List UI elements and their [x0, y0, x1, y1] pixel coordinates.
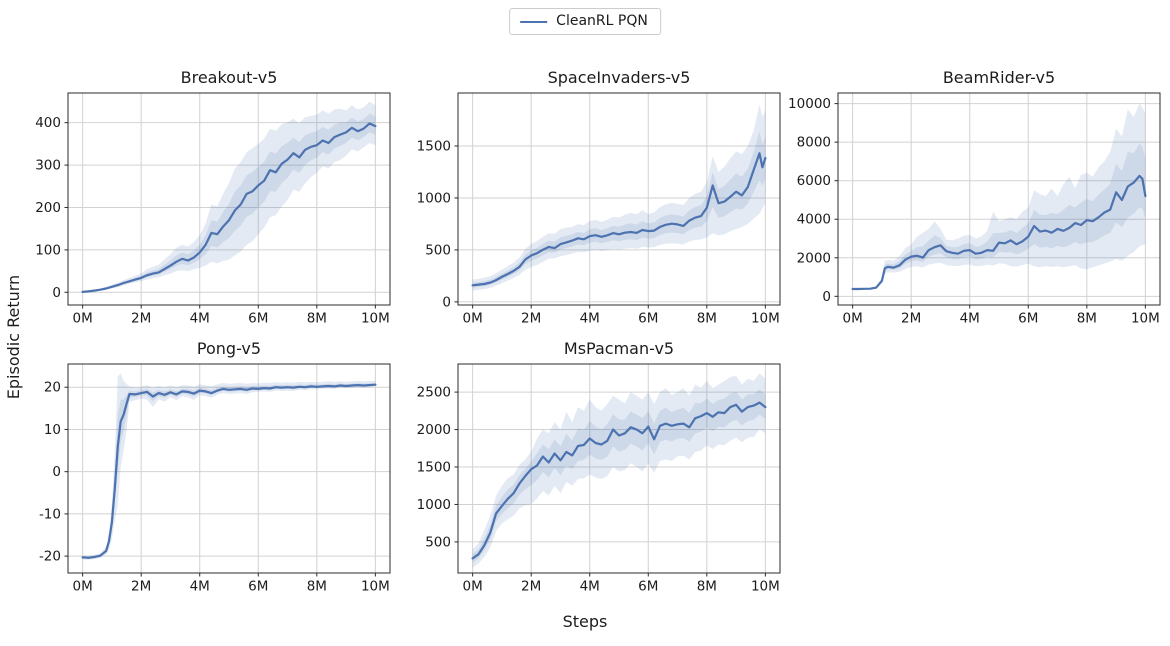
- axes-frame: [67, 92, 391, 306]
- series-group: [471, 373, 767, 568]
- legend: CleanRL PQN: [509, 8, 661, 35]
- series-group: [81, 373, 377, 560]
- subplot-title-pong: Pong-v5: [196, 339, 262, 358]
- y-tick-label: 300: [35, 158, 61, 174]
- y-tick-label: 10: [44, 422, 61, 438]
- x-tick-label: 2M: [521, 311, 541, 327]
- y-tick-label: 0: [442, 294, 451, 310]
- x-axis-label: Steps: [562, 612, 608, 631]
- x-tick-label: 6M: [248, 579, 268, 595]
- y-tick-label: 100: [35, 242, 61, 258]
- mean-line: [471, 401, 767, 560]
- y-tick-label: 0: [52, 285, 61, 301]
- legend-label: CleanRL PQN: [556, 13, 648, 29]
- x-tick-label: 0M: [463, 579, 483, 595]
- axes-frame: [67, 363, 391, 574]
- x-tick-label: 6M: [1018, 311, 1038, 327]
- plot-beamrider: 0M 2M 4M 6M 8M 10M 0 2000 4000 6000 8000 10000: [788, 92, 1161, 327]
- x-tick-label: 4M: [190, 579, 210, 595]
- y-tick-label: 200: [35, 200, 61, 216]
- confidence-band: [82, 101, 376, 293]
- x-tick-label: 4M: [580, 311, 600, 327]
- axes-frame: [457, 363, 781, 574]
- y-tick-label: 1000: [417, 190, 451, 206]
- x-tick-label: 8M: [697, 311, 717, 327]
- y-tick-label: 1500: [417, 139, 451, 155]
- series-group: [81, 101, 377, 293]
- x-tick-label: 2M: [131, 579, 151, 595]
- x-tick-label: 4M: [960, 311, 980, 327]
- x-tick-label: 8M: [307, 311, 327, 327]
- x-tick-label: 4M: [190, 311, 210, 327]
- mean-line: [851, 174, 1147, 291]
- y-tick-label: 0: [52, 464, 61, 480]
- plot-pong: 0M 2M 4M 6M 8M 10M -20 -10 0 10 20: [39, 363, 391, 595]
- y-tick-label: 8000: [797, 135, 831, 151]
- mean-line: [471, 152, 767, 287]
- x-tick-label: 8M: [307, 579, 327, 595]
- y-tick-label: 1000: [417, 497, 451, 513]
- y-tick-label: 500: [425, 534, 451, 550]
- subplot-title-beamrider: BeamRider-v5: [942, 68, 1056, 87]
- y-tick-label: 1500: [417, 460, 451, 476]
- confidence-band: [852, 103, 1146, 290]
- x-tick-label: 2M: [901, 311, 921, 327]
- y-tick-label: 10000: [788, 96, 831, 112]
- x-tick-label: 6M: [248, 311, 268, 327]
- mean-line: [81, 122, 377, 293]
- y-tick-label: 2000: [417, 422, 451, 438]
- y-tick-label: -20: [39, 549, 61, 565]
- confidence-band-inner: [82, 113, 376, 292]
- x-tick-label: 2M: [521, 579, 541, 595]
- axes-frame: [457, 92, 781, 306]
- legend-line-swatch: [520, 20, 548, 23]
- x-tick-label: 10M: [361, 579, 390, 595]
- subplot-title-mspacman: MsPacman-v5: [563, 339, 675, 358]
- y-tick-label: 20: [44, 380, 61, 396]
- series-group: [851, 103, 1147, 291]
- x-tick-label: 8M: [697, 579, 717, 595]
- y-tick-label: -10: [39, 506, 61, 522]
- subplot-title-breakout: Breakout-v5: [180, 68, 278, 87]
- plot-mspacman: 0M 2M 4M 6M 8M 10M 500 1000 1500 2000 2500: [417, 363, 781, 595]
- x-tick-label: 6M: [638, 579, 658, 595]
- x-tick-label: 10M: [751, 579, 780, 595]
- confidence-band-inner: [472, 389, 766, 563]
- series-group: [471, 104, 767, 291]
- x-tick-label: 6M: [638, 311, 658, 327]
- x-tick-label: 8M: [1077, 311, 1097, 327]
- x-tick-label: 4M: [580, 579, 600, 595]
- x-tick-label: 10M: [361, 311, 390, 327]
- x-tick-label: 10M: [751, 311, 780, 327]
- mean-line: [81, 383, 377, 559]
- x-tick-label: 0M: [463, 311, 483, 327]
- y-tick-label: 400: [35, 115, 61, 131]
- y-tick-label: 2500: [417, 385, 451, 401]
- x-tick-label: 10M: [1131, 311, 1160, 327]
- y-tick-label: 2000: [797, 250, 831, 266]
- x-tick-label: 2M: [131, 311, 151, 327]
- x-tick-label: 0M: [843, 311, 863, 327]
- subplot-title-spaceinvaders: SpaceInvaders-v5: [547, 68, 691, 87]
- y-tick-label: 500: [425, 242, 451, 258]
- y-tick-label: 0: [822, 289, 831, 305]
- y-tick-label: 6000: [797, 173, 831, 189]
- y-tick-label: 4000: [797, 212, 831, 228]
- x-tick-label: 0M: [73, 311, 93, 327]
- confidence-band: [472, 104, 766, 291]
- axes-frame: [837, 92, 1161, 306]
- plot-spaceinvaders: 0M 2M 4M 6M 8M 10M 0 500 1000 1500: [417, 92, 781, 327]
- plot-breakout: 0M 2M 4M 6M 8M 10M 0 100 200 300 400: [35, 92, 391, 327]
- x-tick-label: 0M: [73, 579, 93, 595]
- confidence-band-inner: [82, 383, 376, 559]
